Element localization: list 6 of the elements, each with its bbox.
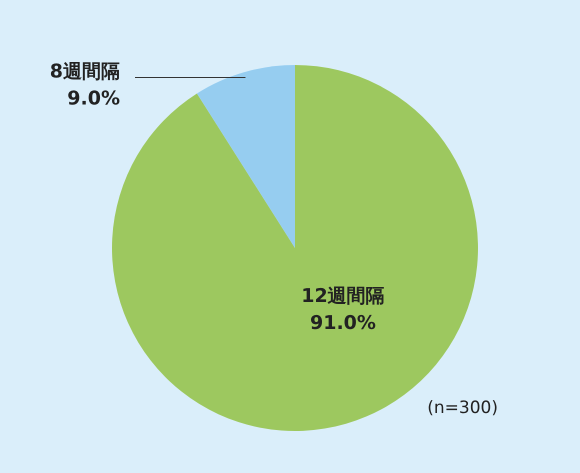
slice-label: 12週間隔	[301, 285, 385, 308]
data-label: 91.0%	[310, 312, 376, 334]
pie-slice	[196, 65, 295, 248]
slice-label: 8週間隔	[50, 60, 120, 83]
data-label: 9.0%	[67, 88, 120, 110]
text: (n=300)	[427, 398, 498, 418]
